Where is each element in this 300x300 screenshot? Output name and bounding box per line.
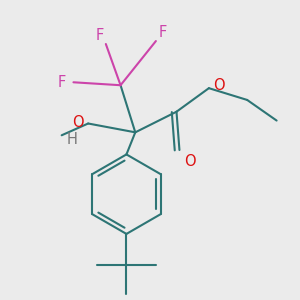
Text: O: O (213, 78, 225, 93)
Text: F: F (58, 75, 66, 90)
Text: O: O (184, 154, 196, 169)
Text: H: H (67, 132, 77, 147)
Text: O: O (72, 115, 84, 130)
Text: F: F (96, 28, 104, 43)
Text: F: F (159, 25, 167, 40)
